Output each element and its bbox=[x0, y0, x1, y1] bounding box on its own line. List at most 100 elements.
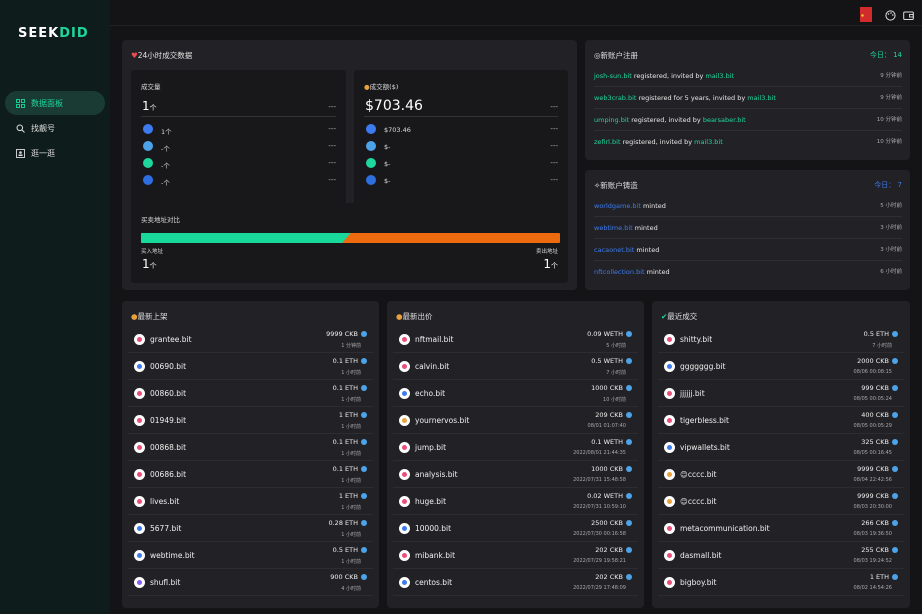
list-item[interactable]: centos.bit 202 CKB 2022/07/29 17:48:09 bbox=[393, 569, 638, 596]
account-name[interactable]: calvin.bit bbox=[415, 362, 450, 371]
sidebar-item-dashboard[interactable]: 数据面板 bbox=[5, 91, 105, 115]
account-link[interactable]: nftcollection.bit bbox=[594, 268, 645, 276]
item-time: 2022/07/30 00:16:58 bbox=[573, 531, 626, 537]
price: 202 CKB bbox=[595, 546, 632, 554]
ckb-chain-icon bbox=[143, 124, 153, 134]
account-name[interactable]: 00690.bit bbox=[150, 362, 187, 371]
list-item[interactable]: bigboy.bit 1 ETH 08/02 14:54:26 bbox=[658, 569, 904, 596]
account-name[interactable]: jjjjjj.bit bbox=[680, 389, 705, 398]
list-item[interactable]: nftmail.bit 0.09 WETH 5 小时前 bbox=[393, 326, 638, 353]
list-item[interactable]: 00860.bit 0.1 ETH 1 小时前 bbox=[128, 380, 373, 407]
account-name[interactable]: echo.bit bbox=[415, 389, 446, 398]
account-name[interactable]: centos.bit bbox=[415, 578, 453, 587]
list-item[interactable]: 00868.bit 0.1 ETH 1 小时前 bbox=[128, 434, 373, 461]
list-item[interactable]: lives.bit 1 ETH 1 小时前 bbox=[128, 488, 373, 515]
account-name[interactable]: 😊cccc.bit bbox=[680, 470, 717, 479]
price: 0.1 ETH bbox=[333, 438, 367, 446]
list-item[interactable]: 😊cccc.bit 9999 CKB 08/04 22:42:56 bbox=[658, 461, 904, 488]
list-item[interactable]: 00690.bit 0.1 ETH 1 小时前 bbox=[128, 353, 373, 380]
account-name[interactable]: vipwallets.bit bbox=[680, 443, 730, 452]
list-item[interactable]: ggggggg.bit 2000 CKB 08/06 00:08:15 bbox=[658, 353, 904, 380]
account-name[interactable]: ggggggg.bit bbox=[680, 362, 726, 371]
account-name[interactable]: jump.bit bbox=[415, 443, 447, 452]
palette-icon[interactable] bbox=[885, 6, 896, 21]
inviter-link[interactable]: mail3.bit bbox=[705, 72, 735, 80]
item-time: 1 小时前 bbox=[341, 532, 361, 538]
list-item[interactable]: 5677.bit 0.28 ETH 1 小时前 bbox=[128, 515, 373, 542]
item-time: 08/06 00:08:15 bbox=[853, 369, 892, 375]
account-name[interactable]: shufl.bit bbox=[150, 578, 181, 587]
account-link[interactable]: zefirl.bit bbox=[594, 138, 621, 146]
china-flag-icon[interactable] bbox=[860, 7, 872, 22]
item-time: 1 小时前 bbox=[341, 559, 361, 565]
list-item[interactable]: shitty.bit 0.5 ETH 7 小时前 bbox=[658, 326, 904, 353]
list-item[interactable]: yournervos.bit 209 CKB 08/01 01:07:40 bbox=[393, 407, 638, 434]
account-name[interactable]: analysis.bit bbox=[415, 470, 458, 479]
account-link[interactable]: josh-sun.bit bbox=[594, 72, 632, 80]
list-item[interactable]: calvin.bit 0.5 WETH 7 小时前 bbox=[393, 353, 638, 380]
account-name[interactable]: metacommunication.bit bbox=[680, 524, 770, 533]
activity-row: webtime.bit minted 3 小时前 bbox=[585, 222, 910, 242]
sidebar: SEEKDID 数据面板 找靓号 逛一逛 bbox=[0, 0, 110, 614]
list-item[interactable]: grantee.bit 9999 CKB 1 分钟前 bbox=[128, 326, 373, 353]
account-link[interactable]: webtime.bit bbox=[594, 224, 633, 232]
account-name[interactable]: grantee.bit bbox=[150, 335, 192, 344]
list-item[interactable]: 😊cccc.bit 9999 CKB 08/03 20:30:00 bbox=[658, 488, 904, 515]
account-name[interactable]: 😊cccc.bit bbox=[680, 497, 717, 506]
account-name[interactable]: 00686.bit bbox=[150, 470, 187, 479]
inviter-link[interactable]: mail3.bit bbox=[694, 138, 723, 146]
sidebar-item-browse[interactable]: 逛一逛 bbox=[5, 141, 105, 165]
list-item[interactable]: shufl.bit 900 CKB 4 小时前 bbox=[128, 569, 373, 596]
registrations-title: ◎新账户注册 bbox=[594, 51, 639, 60]
avatar bbox=[399, 577, 410, 588]
logo[interactable]: SEEKDID bbox=[18, 26, 89, 41]
list-item[interactable]: analysis.bit 1000 CKB 2022/07/31 15:48:58 bbox=[393, 461, 638, 488]
list-item[interactable]: vipwallets.bit 325 CKB 08/05 00:16:45 bbox=[658, 434, 904, 461]
account-name[interactable]: webtime.bit bbox=[150, 551, 195, 560]
list-item[interactable]: webtime.bit 0.5 ETH 1 小时前 bbox=[128, 542, 373, 569]
avatar bbox=[664, 415, 675, 426]
account-link[interactable]: worldgame.bit bbox=[594, 202, 641, 210]
avatar bbox=[664, 550, 675, 561]
avatar bbox=[134, 334, 145, 345]
account-name[interactable]: tigerbless.bit bbox=[680, 416, 729, 425]
account-link[interactable]: web3crab.bit bbox=[594, 94, 637, 102]
list-item[interactable]: tigerbless.bit 400 CKB 08/05 00:05:29 bbox=[658, 407, 904, 434]
account-name[interactable]: 10000.bit bbox=[415, 524, 452, 533]
list-item[interactable]: echo.bit 1000 CKB 10 小时前 bbox=[393, 380, 638, 407]
list-item[interactable]: mibank.bit 202 CKB 2022/07/29 19:58:21 bbox=[393, 542, 638, 569]
account-name[interactable]: yournervos.bit bbox=[415, 416, 470, 425]
account-name[interactable]: 00860.bit bbox=[150, 389, 187, 398]
account-name[interactable]: huge.bit bbox=[415, 497, 447, 506]
inviter-link[interactable]: bearsaber.bit bbox=[702, 116, 746, 124]
item-time: 2022/07/31 10:59:10 bbox=[573, 504, 626, 510]
account-name[interactable]: 00868.bit bbox=[150, 443, 187, 452]
account-name[interactable]: dasmall.bit bbox=[680, 551, 722, 560]
item-time: 2022/07/31 15:48:58 bbox=[573, 477, 626, 483]
list-item[interactable]: 10000.bit 2500 CKB 2022/07/30 00:16:58 bbox=[393, 515, 638, 542]
account-link[interactable]: cacaonet.bit bbox=[594, 246, 635, 254]
list-item[interactable]: jump.bit 0.1 WETH 2022/08/01 21:44:35 bbox=[393, 434, 638, 461]
chain-value: $703.46 bbox=[384, 126, 411, 134]
account-name[interactable]: shitty.bit bbox=[680, 335, 713, 344]
chain-value: -个 bbox=[161, 179, 170, 187]
list-item[interactable]: dasmall.bit 255 CKB 08/03 19:24:52 bbox=[658, 542, 904, 569]
account-name[interactable]: 5677.bit bbox=[150, 524, 182, 533]
account-name[interactable]: 01949.bit bbox=[150, 416, 187, 425]
account-name[interactable]: lives.bit bbox=[150, 497, 180, 506]
sidebar-item-find[interactable]: 找靓号 bbox=[5, 116, 105, 140]
inviter-link[interactable]: mail3.bit bbox=[747, 94, 776, 102]
list-item[interactable]: metacommunication.bit 266 CKB 08/03 19:36:… bbox=[658, 515, 904, 542]
account-name[interactable]: bigboy.bit bbox=[680, 578, 717, 587]
wallet-icon[interactable] bbox=[903, 6, 914, 20]
list-item[interactable]: 00686.bit 0.1 ETH 1 小时前 bbox=[128, 461, 373, 488]
list-item[interactable]: huge.bit 0.02 WETH 2022/07/31 10:59:10 bbox=[393, 488, 638, 515]
ckb-chain-icon bbox=[366, 124, 376, 134]
list-item[interactable]: 01949.bit 1 ETH 1 小时前 bbox=[128, 407, 373, 434]
price: 0.5 ETH bbox=[864, 330, 898, 338]
polygon-chain-icon bbox=[366, 175, 376, 185]
account-link[interactable]: umping.bit bbox=[594, 116, 630, 124]
list-item[interactable]: jjjjjj.bit 999 CKB 08/05 00:05:24 bbox=[658, 380, 904, 407]
account-name[interactable]: nftmail.bit bbox=[415, 335, 454, 344]
account-name[interactable]: mibank.bit bbox=[415, 551, 456, 560]
